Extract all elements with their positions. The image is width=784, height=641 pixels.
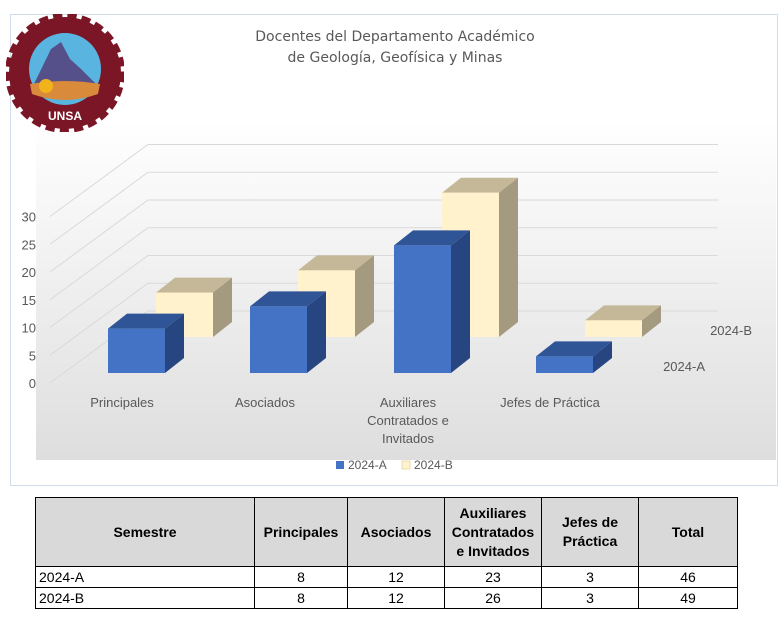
bar-2024-b-top — [156, 277, 232, 293]
gridline — [49, 282, 718, 356]
bar-2024-a-side — [165, 313, 184, 373]
cell: 12 — [347, 587, 445, 609]
bar-2024-a-top — [394, 230, 470, 246]
bar-2024-b-top — [585, 305, 661, 321]
bar-2024-b-side — [499, 177, 518, 337]
bar-2024-a-top — [250, 291, 326, 307]
bar-2024-a-side — [307, 291, 326, 373]
cell: 23 — [444, 566, 542, 588]
cell: 2024-A — [35, 566, 255, 588]
legend-label: 2024-B — [414, 458, 453, 472]
bar-2024-a-top — [108, 313, 184, 329]
x-tick-label: Jefes de Práctica — [500, 395, 600, 410]
bar-2024-a-side — [593, 341, 612, 373]
bar-2024-a — [250, 306, 307, 373]
x-tick-label: Asociados — [235, 395, 295, 410]
bar-2024-a — [394, 245, 451, 373]
table-row: 2024-B 8 12 26 3 49 — [35, 587, 738, 609]
cell: 8 — [254, 587, 348, 609]
legend-label: 2024-A — [348, 458, 387, 472]
cell: 3 — [541, 587, 639, 609]
gridline — [49, 255, 718, 328]
bar-2024-a — [108, 328, 165, 373]
y-tick-label: 30 — [22, 210, 36, 225]
x-tick-label: Auxiliares — [380, 395, 437, 410]
bar-2024-a — [536, 356, 593, 373]
bar-2024-b — [585, 320, 642, 337]
series-axis-label: 2024-A — [663, 359, 705, 374]
cell: 26 — [444, 587, 542, 609]
x-tick-label: Contratados e — [367, 413, 449, 428]
series-axis-label: 2024-B — [710, 323, 752, 338]
header-asociados: Asociados — [347, 497, 445, 567]
cell: 2024-B — [35, 587, 255, 609]
header-total: Total — [638, 497, 738, 567]
bar-2024-b-top — [298, 255, 374, 271]
bar-2024-b-top — [442, 177, 518, 193]
gridline — [49, 227, 718, 301]
cell: 12 — [347, 566, 445, 588]
title-line: Docentes del Departamento Académico — [255, 29, 535, 45]
table-header-row: Semestre Principales Asociados Auxiliare… — [35, 497, 738, 567]
y-tick-label: 10 — [22, 321, 36, 336]
header-principales: Principales — [254, 497, 348, 567]
y-tick-label: 0 — [29, 376, 36, 391]
bar-2024-b-side — [642, 305, 661, 337]
chart-container — [10, 14, 778, 486]
x-tick-label: Invitados — [382, 431, 435, 446]
bar-2024-a-side — [451, 230, 470, 373]
cell: 3 — [541, 566, 639, 588]
cell: 46 — [638, 566, 738, 588]
header-jefes: Jefes de Práctica — [541, 497, 639, 567]
header-semestre: Semestre — [35, 497, 255, 567]
table-row: 2024-A 8 12 23 3 46 — [35, 566, 738, 588]
x-tick-label: Principales — [90, 395, 154, 410]
svg-text:UNSA: UNSA — [48, 109, 82, 123]
faculty-logo: UNSA — [6, 14, 124, 132]
y-tick-label: 5 — [29, 348, 36, 363]
gridline — [49, 310, 718, 384]
gridline — [49, 199, 718, 273]
gridline — [49, 171, 718, 245]
y-tick-label: 20 — [22, 265, 36, 280]
chart-svg: 0 5 10 15 20 25 30 2024-B 2024-A Principales Asoci… — [22, 144, 752, 472]
bar-2024-b-side — [213, 277, 232, 337]
cell: 8 — [254, 566, 348, 588]
cell: 49 — [638, 587, 738, 609]
gridline — [49, 144, 718, 217]
data-table: Semestre Principales Asociados Auxiliare… — [35, 497, 738, 609]
y-tick-label: 25 — [22, 237, 36, 252]
bar-2024-a-top — [536, 341, 612, 357]
title-line: de Geología, Geofísica y Minas — [287, 50, 503, 66]
y-tick-label: 15 — [22, 293, 36, 308]
chart-title: Docentes del Departamento Académico de G… — [230, 27, 560, 69]
bar-2024-b-side — [355, 255, 374, 337]
legend-swatch — [336, 461, 344, 469]
legend-swatch — [401, 460, 411, 470]
header-auxiliares: Auxiliares Contratados e Invitados — [444, 497, 542, 567]
